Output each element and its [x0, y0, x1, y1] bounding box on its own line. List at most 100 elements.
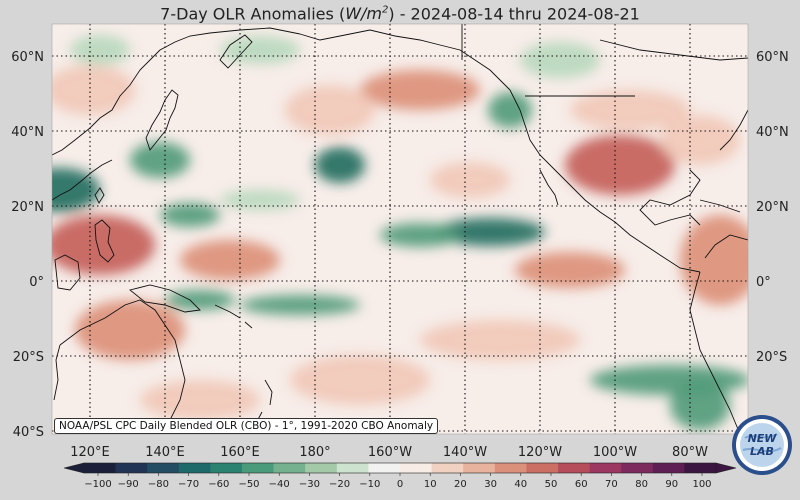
- lab-logo: NEW LAB: [732, 415, 792, 475]
- data-credit-label: NOAA/PSL CPC Daily Blended OLR (CBO) - 1…: [54, 418, 439, 434]
- colorbar-segment: [494, 463, 527, 473]
- colorbar-segment: [463, 463, 496, 473]
- colorbar-min-extend: [63, 462, 85, 474]
- colorbar-segment: [115, 463, 148, 473]
- lon-label: 140°E: [145, 445, 185, 460]
- colorbar-tick-label: 50: [545, 479, 558, 490]
- longitude-labels: 120°E 140°E 160°E 180° 160°W 140°W 120°W 100°W 8…: [70, 445, 708, 460]
- colorbar-segment: [621, 463, 654, 473]
- colorbar-tick-label: −10: [359, 479, 380, 490]
- coast-borneo: [54, 254, 81, 291]
- lon-label: 120°W: [518, 445, 562, 460]
- colorbar-tick-label: −70: [178, 479, 199, 490]
- colorbar-tick-label: −90: [118, 479, 139, 490]
- coast-alaska: [299, 29, 511, 91]
- colorbar-tick-label: 90: [665, 479, 678, 490]
- colorbar: −100 −90 −80 −70 −60 −50 −40 −30 −20 −10 0 10 20 30 40…: [63, 462, 737, 490]
- colorbar-segment: [84, 463, 116, 473]
- coast-taiwan: [94, 187, 105, 204]
- colorbar-tick-label: −30: [299, 479, 320, 490]
- colorbar-tick-label: 100: [692, 479, 711, 490]
- colorbar-segment: [684, 463, 717, 473]
- lon-label: 180°: [299, 445, 330, 460]
- colorbar-segment: [589, 463, 622, 473]
- lat-label-left: 40°N: [11, 125, 44, 140]
- colorbar-tick-label: 30: [484, 479, 497, 490]
- colorbar-segment: [305, 463, 338, 473]
- coast-hudson: [599, 39, 748, 61]
- colorbar-segment: [652, 463, 685, 473]
- lat-label-right: 0°: [756, 275, 771, 290]
- coastlines: [52, 24, 748, 434]
- colorbar-tick-label: −50: [238, 479, 259, 490]
- colorbar-segment: [273, 463, 306, 473]
- lon-label: 140°W: [443, 445, 487, 460]
- coast-australia: [53, 299, 186, 434]
- colorbar-tick-label: −60: [208, 479, 229, 490]
- colorbar-segment: [526, 463, 559, 473]
- lat-label-left: 40°S: [13, 425, 44, 440]
- globe-icon: [740, 423, 784, 467]
- colorbar-segment: [431, 463, 464, 473]
- lon-label: 160°W: [368, 445, 412, 460]
- colorbar-tick-label: 0: [397, 479, 403, 490]
- coast-new-guinea: [129, 284, 201, 313]
- lat-label-right: 60°N: [756, 50, 789, 65]
- map-frame: [51, 23, 749, 435]
- colorbar-tick-label: 40: [514, 479, 527, 490]
- colorbar-segment: [336, 463, 369, 473]
- title-unit-exponent: 2: [381, 5, 389, 16]
- latitude-labels-right: 60°N 40°N 20°N 0° 20°S: [756, 50, 789, 365]
- title-unit: W/m2: [345, 4, 389, 24]
- colorbar-tick-label: 70: [605, 479, 618, 490]
- lat-label-left: 60°N: [11, 50, 44, 65]
- lon-label: 100°W: [593, 445, 637, 460]
- coast-florida: [719, 109, 748, 151]
- colorbar-segment: [178, 463, 211, 473]
- coast-south-america-east: [704, 234, 748, 259]
- map-title: 7-Day OLR Anomalies (W/m2) - 2024-08-14 …: [0, 0, 800, 24]
- colorbar-tick-label: −20: [329, 479, 350, 490]
- colorbar-tick-label: 10: [424, 479, 437, 490]
- title-prefix: 7-Day OLR Anomalies (: [160, 4, 346, 24]
- coast-cuba: [699, 199, 741, 213]
- olr-anomaly-map: [52, 24, 748, 434]
- lat-label-left: 20°N: [11, 200, 44, 215]
- coast-kamchatka: [219, 34, 253, 69]
- coast-solomons: [214, 304, 253, 329]
- colorbar-segment: [147, 463, 180, 473]
- colorbar-tick-label: 60: [575, 479, 588, 490]
- coast-north-america-west: [509, 89, 701, 273]
- lat-label-left: 0°: [29, 275, 44, 290]
- colorbar-tick-label: 80: [635, 479, 648, 490]
- lat-label-left: 20°S: [13, 350, 44, 365]
- colorbar-segment: [210, 463, 243, 473]
- coast-south-america: [689, 271, 741, 434]
- logo-top-text: NEW: [748, 432, 778, 445]
- coast-philippines: [94, 219, 115, 263]
- lon-label: 160°E: [220, 445, 260, 460]
- coast-china-south: [52, 159, 113, 201]
- colorbar-tick-label: −40: [269, 479, 290, 490]
- colorbar-segment: [400, 463, 432, 473]
- logo-bottom-text: LAB: [750, 445, 774, 458]
- colorbar-segment: [558, 463, 590, 473]
- lat-label-right: 20°N: [756, 200, 789, 215]
- lon-label: 80°W: [672, 445, 708, 460]
- coast-japan: [145, 89, 179, 151]
- latitude-labels-left: 60°N 40°N 20°N 0° 20°S 40°S: [11, 50, 44, 440]
- colorbar-tick-label: 20: [454, 479, 467, 490]
- colorbar-tick-label: −80: [148, 479, 169, 490]
- lat-label-right: 20°S: [756, 350, 787, 365]
- colorbar-segment: [368, 463, 401, 473]
- colorbar-segment: [242, 463, 274, 473]
- lon-label: 120°E: [70, 445, 110, 460]
- coast-gulf: [639, 169, 701, 226]
- colorbar-tick-label: −100: [84, 479, 111, 490]
- graticule: [52, 24, 748, 434]
- coast-baja: [539, 169, 559, 206]
- title-suffix: ) - 2024-08-14 thru 2024-08-21: [388, 4, 640, 24]
- coast-east-asia: [52, 27, 301, 156]
- lat-label-right: 40°N: [756, 125, 789, 140]
